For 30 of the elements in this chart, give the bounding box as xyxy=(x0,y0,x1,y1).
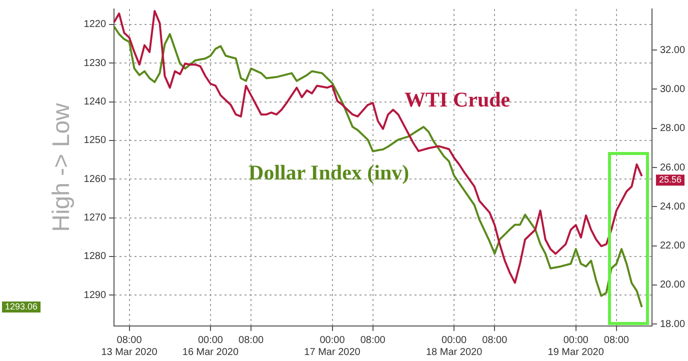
y2-tick-label: 18.00 xyxy=(660,318,686,330)
x-tick-label: 00:00 18 Mar 2020 xyxy=(426,334,483,358)
y2-tick-label: 20.00 xyxy=(660,280,686,291)
x-tick-label: 08:00 13 Mar 2020 xyxy=(101,334,158,358)
y2-tick-label: 32.00 xyxy=(660,44,686,56)
y-axis-title: High -> Low xyxy=(48,102,76,232)
x-tick-label: 00:00 16 Mar 2020 xyxy=(182,334,239,358)
y2-tick-label: 30.00 xyxy=(660,84,686,95)
y2-tick-label: 26.00 xyxy=(660,162,686,174)
y-tick-label: 1220 xyxy=(84,19,106,30)
text: 1293.06 xyxy=(5,302,38,312)
y2-tick-label: 22.00 xyxy=(660,240,686,252)
y-tick-label: 1280 xyxy=(84,251,106,262)
y-tick-label: 1240 xyxy=(84,96,106,108)
x-tick-label: 08:00 xyxy=(604,334,630,346)
y-tick-label: 1290 xyxy=(84,290,106,301)
y-tick-label: 1260 xyxy=(84,174,106,185)
x-tick-label: 08:00 xyxy=(238,334,264,346)
y-tick-label: 1270 xyxy=(84,212,106,224)
x-tick-label: 08:00 xyxy=(360,334,386,346)
y2-tick-label: 24.00 xyxy=(660,201,686,212)
y-tick-label: 1230 xyxy=(84,58,106,69)
text: 25.56 xyxy=(658,174,682,185)
x-tick-label: 00:00 17 Mar 2020 xyxy=(304,334,361,358)
y-tick-label: 1250 xyxy=(84,135,106,146)
series-label: Dollar Index (inv) xyxy=(248,160,410,184)
series-label: WTI Crude xyxy=(404,87,510,112)
x-tick-label: 00:00 19 Mar 2020 xyxy=(548,334,604,358)
x-tick-label: 08:00 xyxy=(482,334,508,346)
y2-tick-label: 28.00 xyxy=(660,123,686,134)
